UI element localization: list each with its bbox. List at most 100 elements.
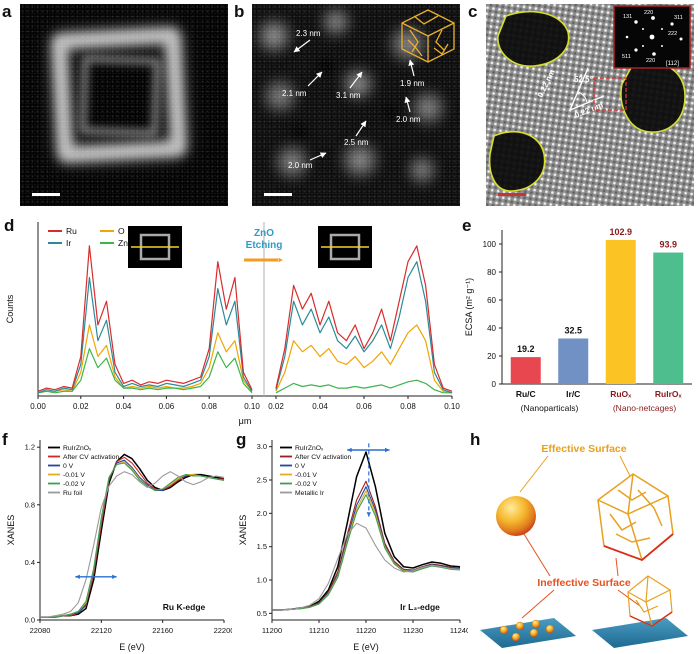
xanes-series--0.02 V	[40, 462, 225, 618]
y-axis-label: ECSA (m² g⁻¹)	[464, 278, 474, 336]
x-axis-label: μm	[239, 416, 252, 426]
x-tick-label: 0.02	[73, 402, 89, 411]
y-tick-label: 1.2	[25, 443, 35, 452]
pore-annotations: 2.3 nm 2.1 nm 3.1 nm 1.9 nm 2.0 nm 2.5 n…	[282, 9, 455, 170]
y-tick-label: 0.8	[25, 500, 35, 509]
panel-label-e: e	[462, 216, 472, 235]
x-tick-label: 0.06	[159, 402, 175, 411]
atomic-lattice-image: 52.5° 0.22 nm 0.22 nm	[486, 4, 694, 206]
cage-ineffective-edges	[603, 533, 674, 562]
panel-label-b: b	[234, 2, 245, 21]
x-axis-label: E (eV)	[119, 642, 145, 652]
bar-value-label: 102.9	[609, 227, 632, 237]
y-tick-label: 0.4	[25, 558, 35, 567]
angle-label: 52.5°	[574, 75, 593, 84]
xanes-series-Metallic Ir	[272, 522, 461, 611]
nanoparticle-sphere	[496, 496, 536, 536]
xanes-series-Ru foil	[40, 471, 225, 618]
legend-label: After CV activation	[295, 454, 352, 461]
pore-size-label: 2.5 nm	[344, 138, 369, 147]
panel-d: d 0.00 0.02 0.04 0.06 0.08 0.10 0.02 0.04 0.06 0.…	[0, 216, 460, 428]
panel-label-a: a	[2, 2, 12, 21]
legend-label: RuIrZnOₓ	[295, 445, 324, 452]
group-label: (Nanoparticals)	[521, 403, 579, 413]
legend-label: Ru foil	[63, 490, 83, 497]
pore-size-label: 2.0 nm	[396, 115, 421, 124]
edge-label: Ru K-edge	[163, 602, 206, 612]
xanes-series-After CV activation	[272, 480, 461, 611]
y-tick-label: 0.5	[257, 609, 267, 618]
ecsa-bar-chart: 0 20 40 60 80 100 19.2 Ru/C 32.5 Ir/C 102.9 RuOₓ 93.…	[464, 227, 692, 413]
netcage-model-inset	[401, 9, 455, 63]
fft-index-label: 511	[622, 54, 631, 60]
panel-label-f: f	[2, 430, 8, 449]
eds-series-Zn	[37, 348, 253, 394]
pore-size-label: 2.1 nm	[282, 89, 307, 98]
x-tick-label: 22160	[152, 626, 173, 635]
x-tick-label: 0.06	[356, 402, 372, 411]
zone-axis-label: [112]	[666, 61, 679, 67]
x-tick-label: 22120	[91, 626, 112, 635]
measurement-arrows	[293, 39, 415, 161]
panel-h: h Effective Surface Ineffective Surface	[470, 430, 698, 654]
eds-series-O	[37, 324, 253, 394]
x-tick-label: 11220	[356, 626, 376, 635]
porous-texture	[252, 4, 460, 206]
x-tick-label: 0.08	[400, 402, 416, 411]
fft-index-label: 220	[646, 58, 655, 64]
angle-measurement-lines	[569, 67, 605, 111]
eds-line-scan-chart: 0.00 0.02 0.04 0.06 0.08 0.10 0.02 0.04 0.06 0.08…	[5, 222, 460, 426]
ecsa-bar-Ru/C	[510, 357, 541, 384]
arrow-head	[112, 574, 117, 579]
pore-size-label: 1.9 nm	[400, 79, 425, 88]
pore-size-label: 2.0 nm	[288, 161, 313, 170]
ecsa-bar-RuIrOₓ	[653, 252, 684, 384]
bar-value-label: 93.9	[659, 240, 677, 250]
y-tick-label: 80	[487, 268, 496, 277]
y-tick-label: 2.0	[257, 509, 267, 518]
group-label: (Nano-netcages)	[613, 403, 676, 413]
legend-label: O	[118, 226, 125, 236]
legend-label: -0.01 V	[63, 472, 85, 479]
y-tick-label: 0.0	[25, 616, 35, 625]
y-axis-label: XANES	[6, 515, 16, 546]
bar-value-label: 32.5	[564, 326, 582, 336]
arrow-head	[347, 447, 352, 453]
legend-label: Ir	[66, 238, 71, 248]
supported-nanoparticles	[499, 619, 555, 642]
y-tick-label: 2.5	[257, 476, 267, 485]
hrtem-image-pores: 2.3 nm 2.1 nm 3.1 nm 1.9 nm 2.0 nm 2.5 n…	[252, 4, 460, 206]
ecsa-bar-Ir/C	[558, 338, 589, 384]
pore-outlines	[488, 10, 686, 192]
arrow-head	[366, 512, 371, 517]
x-tick-label: 0.02	[268, 402, 284, 411]
eds-series-Zn	[275, 379, 452, 394]
x-tick-label: 0.00	[30, 402, 46, 411]
panel-a: a	[2, 2, 230, 214]
pore-size-label: 3.1 nm	[336, 91, 361, 100]
bar-category-label: RuOₓ	[610, 389, 632, 399]
y-axis-label: XANES	[238, 515, 248, 546]
ineffective-pointer-lines	[521, 533, 641, 619]
y-tick-label: 100	[483, 240, 497, 249]
eds-series-O	[275, 324, 453, 394]
fft-index-label: 220	[644, 10, 653, 16]
netcage-wireframe	[597, 473, 674, 561]
y-tick-label: 60	[487, 296, 496, 305]
fft-index-label: 222	[668, 31, 677, 37]
bar-value-label: 19.2	[517, 344, 535, 354]
x-tick-label: 11230	[403, 626, 423, 635]
bar-category-label: Ru/C	[516, 389, 536, 399]
eds-series-Ir	[275, 261, 453, 394]
y-tick-label: 20	[487, 352, 496, 361]
y-tick-label: 1.5	[257, 542, 267, 551]
tem-image-nanocage	[20, 4, 228, 206]
x-tick-label: 0.08	[201, 402, 217, 411]
x-tick-label: 11210	[309, 626, 329, 635]
edge-label: Ir L₃-edge	[400, 602, 440, 612]
arrow-head	[385, 447, 390, 453]
